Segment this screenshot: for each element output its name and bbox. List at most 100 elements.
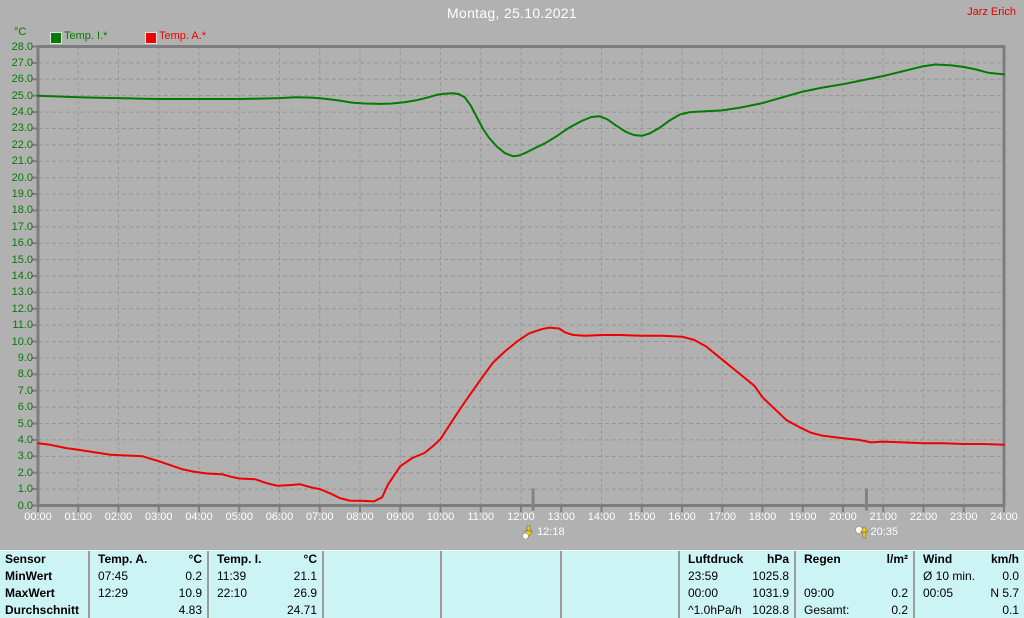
- column-title: Temp. I.: [217, 552, 262, 566]
- stat-time-cell: ^1.0hPa/h: [688, 603, 742, 617]
- y-tick-label: 27.0: [11, 56, 33, 69]
- stat-time-cell: 07:45: [98, 569, 129, 583]
- stat-time-cell: 12:29: [98, 586, 129, 600]
- marker-time-label: 12:18: [537, 526, 565, 538]
- column-unit: °C: [188, 552, 202, 566]
- y-tick-label: 0.0: [17, 499, 33, 512]
- y-tick-label: 9.0: [17, 351, 33, 364]
- y-tick-label: 15.0: [11, 253, 33, 266]
- y-tick-label: 2.0: [17, 466, 33, 479]
- table-row: [442, 602, 560, 618]
- x-tick-label: 07:00: [305, 511, 334, 523]
- x-tick-label: 14:00: [587, 511, 616, 523]
- x-tick-label: 01:00: [64, 511, 93, 523]
- moon-set-marker: 12:18: [522, 525, 565, 539]
- column-title: Temp. A.: [98, 552, 148, 566]
- y-tick-label: 28.0: [11, 40, 33, 53]
- temp-i-line: [37, 63, 1005, 158]
- x-tick-label: 16:00: [668, 511, 696, 523]
- y-tick-label: 1.0: [17, 483, 33, 496]
- column-header: [562, 551, 678, 568]
- stat-time-cell: [562, 585, 570, 602]
- stat-column-regen: Regen l/m² 09:00 0.2 Gesamt: 0.2: [794, 551, 913, 618]
- x-tick-label: 18:00: [748, 511, 777, 523]
- row-label: MinWert: [5, 569, 53, 583]
- table-row: 24.71: [209, 602, 322, 618]
- table-row: 22:10 26.9: [209, 585, 322, 602]
- column-header: Regen l/m²: [796, 551, 913, 568]
- y-tick-label: 19.0: [11, 188, 33, 201]
- y-tick-label: 4.0: [17, 433, 33, 446]
- column-header: [442, 551, 560, 568]
- stat-time-cell: 00:05: [923, 586, 954, 600]
- stat-column-temp-i: Temp. I. °C 11:39 21.1 22:10 26.9 24.71: [207, 551, 322, 618]
- table-row: ^1.0hPa/h 1028.8: [680, 602, 794, 618]
- row-label: Durchschnitt: [5, 603, 80, 617]
- legend-swatch-temp-i: [50, 32, 62, 44]
- stat-time-cell: 00:00: [688, 586, 719, 600]
- stat-value-cell: 21.1: [293, 569, 317, 583]
- y-tick-label: 26.0: [11, 73, 33, 86]
- x-tick-label: 12:00: [507, 511, 535, 523]
- stat-value-cell: N 5.7: [990, 586, 1019, 600]
- y-tick-label: 16.0: [11, 237, 33, 250]
- temperature-chart: [32, 45, 1006, 512]
- column-title: Wind: [923, 552, 953, 566]
- table-row: 07:45 0.2: [90, 568, 207, 585]
- table-row: 23:59 1025.8: [680, 568, 794, 585]
- stat-value-cell: 1028.8: [752, 603, 789, 617]
- y-tick-label: 5.0: [17, 417, 33, 430]
- stat-value-cell: 0.1: [1002, 603, 1019, 617]
- table-row: 4.83: [90, 602, 207, 618]
- stat-time-cell: [209, 602, 217, 618]
- y-tick-label: 23.0: [11, 122, 33, 135]
- stat-value-cell: 4.83: [178, 603, 202, 617]
- y-tick-label: 8.0: [17, 368, 33, 381]
- marker-time-label: 20:35: [870, 526, 898, 538]
- y-tick-label: 20.0: [11, 171, 33, 184]
- x-tick-label: 24:00: [990, 511, 1018, 523]
- stat-value-cell: 1025.8: [752, 569, 789, 583]
- x-tick-label: 02:00: [104, 511, 133, 523]
- stat-value-cell: 1031.9: [752, 586, 789, 600]
- table-row: [324, 568, 440, 585]
- table-row: [562, 585, 678, 602]
- stat-column-empty: [322, 551, 440, 618]
- table-row: 00:05 N 5.7: [915, 585, 1024, 602]
- column-title: Regen: [804, 552, 841, 566]
- stat-time-cell: 22:10: [217, 586, 248, 600]
- stats-table: Sensor MinWert MaxWert Durchschnitt Temp. A.…: [0, 550, 1024, 618]
- legend-label-temp-i: Temp. I.*: [64, 30, 108, 42]
- stat-column-empty: [440, 551, 560, 618]
- column-unit: km/h: [990, 552, 1019, 566]
- column-unit: l/m²: [886, 552, 908, 566]
- stat-time-cell: 23:59: [688, 569, 719, 583]
- owner-name: Jarz Erich: [967, 6, 1016, 18]
- row-label-column: Sensor MinWert MaxWert Durchschnitt: [0, 551, 88, 618]
- x-tick-label: 23:00: [949, 511, 978, 523]
- y-tick-label: 13.0: [11, 286, 33, 299]
- stat-time-cell: [90, 602, 98, 618]
- table-row: 0.1: [915, 602, 1024, 618]
- legend-swatch-temp-a: [145, 32, 157, 44]
- stat-value-cell: 24.71: [286, 603, 317, 617]
- y-axis-unit-label: °C: [14, 26, 27, 38]
- moon-rise-marker: 20:35: [855, 525, 898, 539]
- stat-value-cell: 0.0: [1002, 569, 1019, 583]
- moon-set-icon: [522, 525, 534, 539]
- column-header: Luftdruck hPa: [680, 551, 794, 568]
- column-header: Temp. I. °C: [209, 551, 322, 568]
- x-tick-label: 22:00: [909, 511, 938, 523]
- stat-time-cell: Gesamt:: [804, 603, 850, 617]
- stat-time-cell: Ø 10 min.: [923, 569, 976, 583]
- y-tick-label: 17.0: [11, 220, 33, 233]
- stat-time-cell: [324, 585, 332, 602]
- x-tick-label: 04:00: [185, 511, 213, 523]
- table-row: [324, 585, 440, 602]
- x-tick-label: 09:00: [386, 511, 415, 523]
- x-tick-label: 15:00: [627, 511, 656, 523]
- table-row: 11:39 21.1: [209, 568, 322, 585]
- stat-time-cell: [796, 568, 804, 585]
- y-tick-label: 22.0: [11, 138, 33, 151]
